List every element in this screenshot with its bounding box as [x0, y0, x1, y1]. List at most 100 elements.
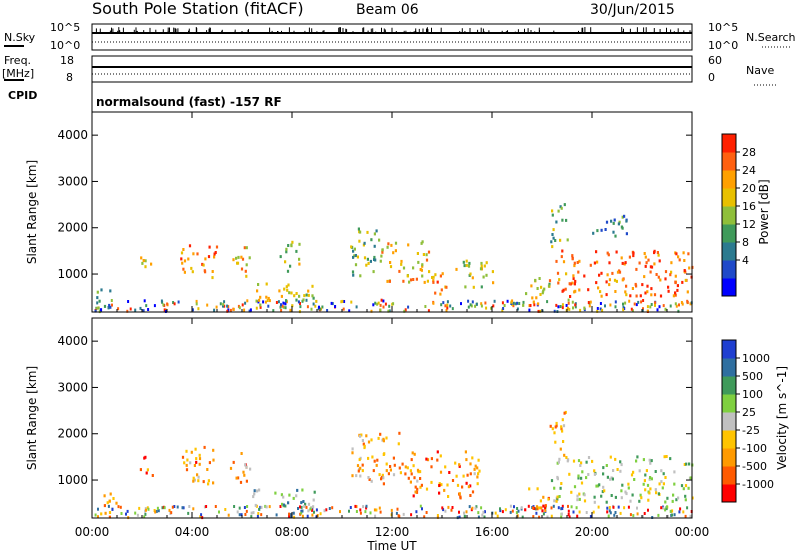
echo-cell: [620, 256, 623, 260]
echo-cell: [385, 469, 388, 473]
echo-cell: [625, 219, 628, 223]
echo-cell: [596, 307, 599, 310]
echo-cell: [597, 505, 600, 509]
echo-cell: [454, 461, 457, 465]
echo-cell: [569, 295, 572, 298]
echo-cell: [211, 270, 214, 273]
echo-cell: [438, 484, 441, 487]
echo-cell: [197, 475, 200, 479]
echo-cell: [550, 514, 553, 518]
echo-cell: [648, 477, 651, 481]
echo-cell: [312, 505, 315, 509]
echo-cell: [649, 487, 652, 491]
echo-cell: [561, 418, 564, 422]
echo-cell: [373, 232, 376, 236]
echo-cell: [649, 476, 652, 479]
echo-cell: [564, 287, 567, 291]
echo-cell: [587, 288, 590, 292]
echo-cell: [559, 486, 562, 490]
echo-cell: [466, 473, 469, 477]
echo-cell: [560, 255, 563, 259]
echo-cell: [503, 304, 506, 307]
echo-cell: [512, 301, 515, 305]
echo-cell: [99, 308, 103, 312]
echo-cell: [614, 234, 617, 238]
echo-cell: [474, 304, 477, 308]
echo-cell: [662, 304, 665, 308]
echo-cell: [657, 275, 660, 279]
echo-cell: [382, 299, 385, 303]
echo-cell: [421, 240, 424, 244]
echo-cell: [573, 282, 576, 286]
echo-cell: [620, 489, 623, 493]
echo-cell: [534, 507, 537, 511]
echo-cell: [518, 302, 521, 305]
echo-cell: [250, 515, 253, 519]
echo-cell: [379, 308, 382, 312]
echo-cell: [624, 490, 627, 494]
echo-cell: [349, 506, 352, 509]
echo-cell: [106, 501, 109, 505]
echo-cell: [303, 294, 306, 298]
echo-cell: [200, 513, 203, 517]
echo-cell: [573, 264, 576, 268]
echo-cell: [678, 258, 681, 262]
echo-cell: [570, 505, 573, 509]
echo-cell: [448, 471, 451, 474]
echo-cell: [641, 309, 644, 313]
echo-cell: [578, 492, 581, 496]
echo-cell: [375, 229, 378, 233]
echo-cell: [392, 251, 395, 255]
echo-cell: [546, 515, 549, 519]
echo-cell: [501, 510, 504, 514]
echo-cell: [618, 220, 621, 224]
echo-cell: [465, 263, 468, 267]
echo-cell: [617, 505, 620, 509]
echo-cell: [589, 515, 592, 518]
power-ylabel: Slant Range [km]: [25, 160, 39, 264]
echo-cell: [398, 431, 401, 435]
echo-cell: [650, 303, 653, 306]
echo-cell: [361, 439, 364, 442]
echo-cell: [635, 267, 638, 271]
echo-cell: [598, 483, 601, 487]
echo-cell: [161, 506, 164, 510]
echo-cell: [574, 279, 577, 283]
echo-cell: [315, 299, 318, 303]
echo-cell: [206, 303, 209, 307]
echo-cell: [108, 303, 111, 307]
echo-cell: [292, 496, 295, 500]
echo-cell: [97, 507, 99, 511]
echo-cell: [682, 487, 685, 491]
echo-cell: [291, 240, 294, 244]
echo-cell: [284, 260, 287, 264]
echo-cell: [348, 509, 350, 513]
echo-cell: [566, 306, 569, 310]
power-cells: [94, 203, 694, 314]
echo-cell: [646, 305, 649, 309]
echo-cell: [674, 293, 677, 297]
echo-cell: [240, 452, 243, 455]
echo-cell: [621, 278, 624, 282]
echo-cell: [198, 462, 201, 466]
echo-cell: [674, 291, 677, 295]
echo-cell: [416, 252, 419, 255]
echo-cell: [565, 272, 568, 276]
echo-cell: [367, 476, 370, 479]
echo-cell: [458, 492, 461, 496]
echo-cell: [398, 466, 401, 470]
echo-cell: [318, 305, 320, 309]
echo-cell: [670, 261, 673, 265]
echo-cell: [197, 479, 200, 483]
echo-cell: [424, 305, 427, 308]
nave-label: Nave: [746, 64, 774, 77]
echo-cell: [419, 485, 422, 489]
echo-cell: [527, 504, 530, 508]
echo-cell: [442, 508, 445, 512]
echo-cell: [619, 511, 622, 515]
echo-cell: [587, 301, 590, 304]
echo-cell: [279, 305, 282, 309]
echo-cell: [501, 301, 504, 305]
echo-cell: [313, 510, 315, 514]
echo-cell: [380, 298, 383, 302]
